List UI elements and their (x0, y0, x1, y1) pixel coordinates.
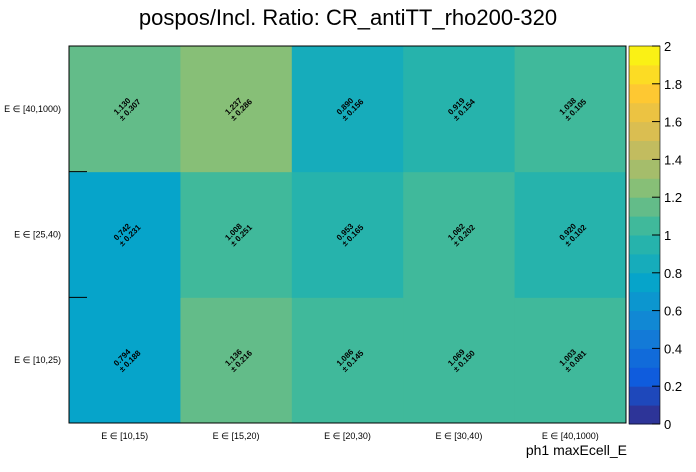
heatmap-cell (180, 46, 293, 173)
heatmap-cell (69, 46, 181, 173)
y-tick-labels: E ∈ [10,25) E ∈ [25,40) E ∈ [40,1000) (4, 104, 61, 365)
heatmap-cell (69, 297, 181, 424)
colorbar-tick-label: 1.6 (664, 115, 682, 130)
colorbar-tick-label: 1.4 (664, 152, 682, 167)
colorbar-band (629, 367, 660, 387)
colorbar-band (629, 102, 660, 123)
y-tick-label: E ∈ [10,25) (14, 355, 61, 365)
colorbar-tick-label: 2 (664, 39, 671, 54)
chart-title: pospos/Incl. Ratio: CR_antiTT_rho200-320 (139, 5, 557, 30)
heatmap-cell (514, 171, 627, 298)
colorbar-tick-label: 0.2 (664, 379, 682, 394)
colorbar (628, 45, 661, 425)
x-axis-title: ph1 maxEcell_E (526, 442, 627, 458)
colorbar-band (629, 235, 660, 255)
colorbar-band (629, 178, 660, 198)
colorbar-tick-label: 0.4 (664, 341, 682, 356)
heatmap-cell (69, 171, 181, 298)
colorbar-band (629, 140, 660, 160)
heatmap-cell (514, 297, 627, 424)
colorbar-tick-label: 0.6 (664, 304, 682, 319)
colorbar-tick-label: 1 (664, 228, 671, 243)
colorbar-band (629, 159, 660, 179)
colorbar-tick-label: 1.2 (664, 190, 682, 205)
x-tick-label: E ∈ [30,40) (435, 431, 482, 441)
colorbar-band (629, 310, 660, 330)
colorbar-band (629, 121, 660, 141)
colorbar-band (629, 291, 660, 312)
heatmap-cell (403, 46, 516, 173)
heatmap-cell (291, 171, 404, 298)
heatmap-cell (180, 297, 293, 424)
heatmap-cell (291, 46, 404, 173)
colorbar-band (629, 46, 660, 66)
colorbar-tick-label: 0 (664, 417, 671, 432)
heatmap-cell (403, 171, 516, 298)
heatmap-cell (180, 171, 293, 298)
heatmap-cell (403, 297, 516, 424)
heatmap-cell (291, 297, 404, 424)
heatmap-cell (514, 46, 627, 173)
x-tick-label: E ∈ [10,15) (101, 431, 148, 441)
x-tick-label: E ∈ [20,30) (324, 431, 371, 441)
y-tick-label: E ∈ [40,1000) (4, 104, 61, 114)
colorbar-band (629, 272, 660, 293)
colorbar-labels: 0 0.2 0.4 0.6 0.8 1 1.2 1.4 1.6 1.8 2 (652, 39, 682, 432)
colorbar-band (629, 348, 660, 368)
colorbar-band (629, 83, 660, 104)
colorbar-band (629, 64, 660, 85)
colorbar-band (629, 253, 660, 274)
colorbar-tick-label: 1.8 (664, 77, 682, 92)
colorbar-band (629, 197, 660, 217)
x-tick-label: E ∈ [15,20) (213, 431, 260, 441)
y-tick-label: E ∈ [25,40) (14, 230, 61, 240)
colorbar-band (629, 329, 660, 349)
axis-ticks (69, 45, 87, 298)
x-tick-labels: E ∈ [10,15) E ∈ [15,20) E ∈ [20,30) E ∈ [30… (101, 431, 598, 441)
colorbar-band (629, 386, 660, 406)
x-tick-label: E ∈ [40,1000) (542, 431, 599, 441)
colorbar-band (629, 405, 660, 425)
colorbar-band (629, 216, 660, 236)
colorbar-tick-label: 0.8 (664, 266, 682, 281)
heatmap-cells (69, 46, 627, 424)
plot-frame (68, 45, 627, 424)
